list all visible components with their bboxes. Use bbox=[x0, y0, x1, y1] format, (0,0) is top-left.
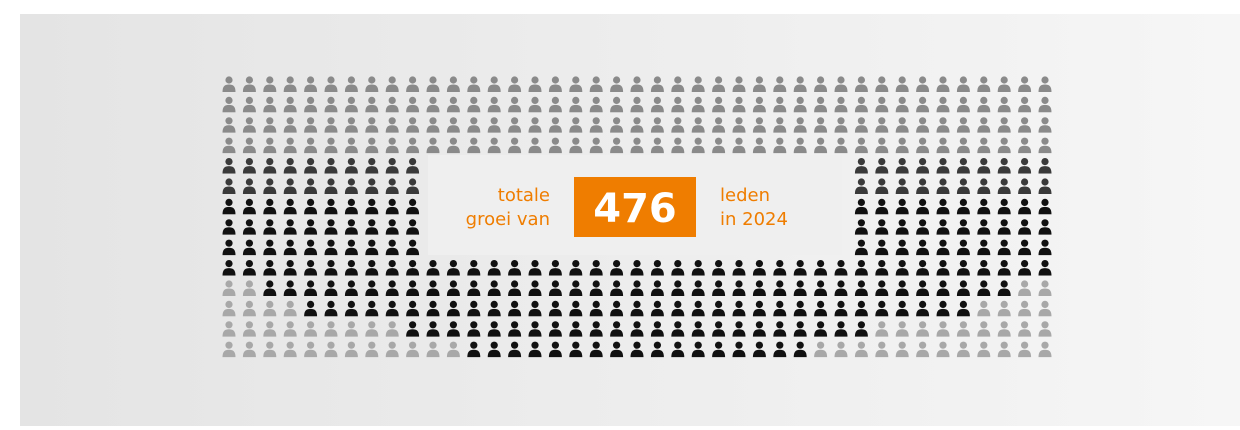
right-text: in 2024 bbox=[720, 209, 788, 230]
number-box bbox=[574, 177, 696, 237]
left-text: totale bbox=[498, 185, 550, 206]
number: 476 bbox=[593, 186, 677, 232]
left-text: groei van bbox=[466, 209, 550, 230]
right-text: leden bbox=[720, 185, 770, 206]
